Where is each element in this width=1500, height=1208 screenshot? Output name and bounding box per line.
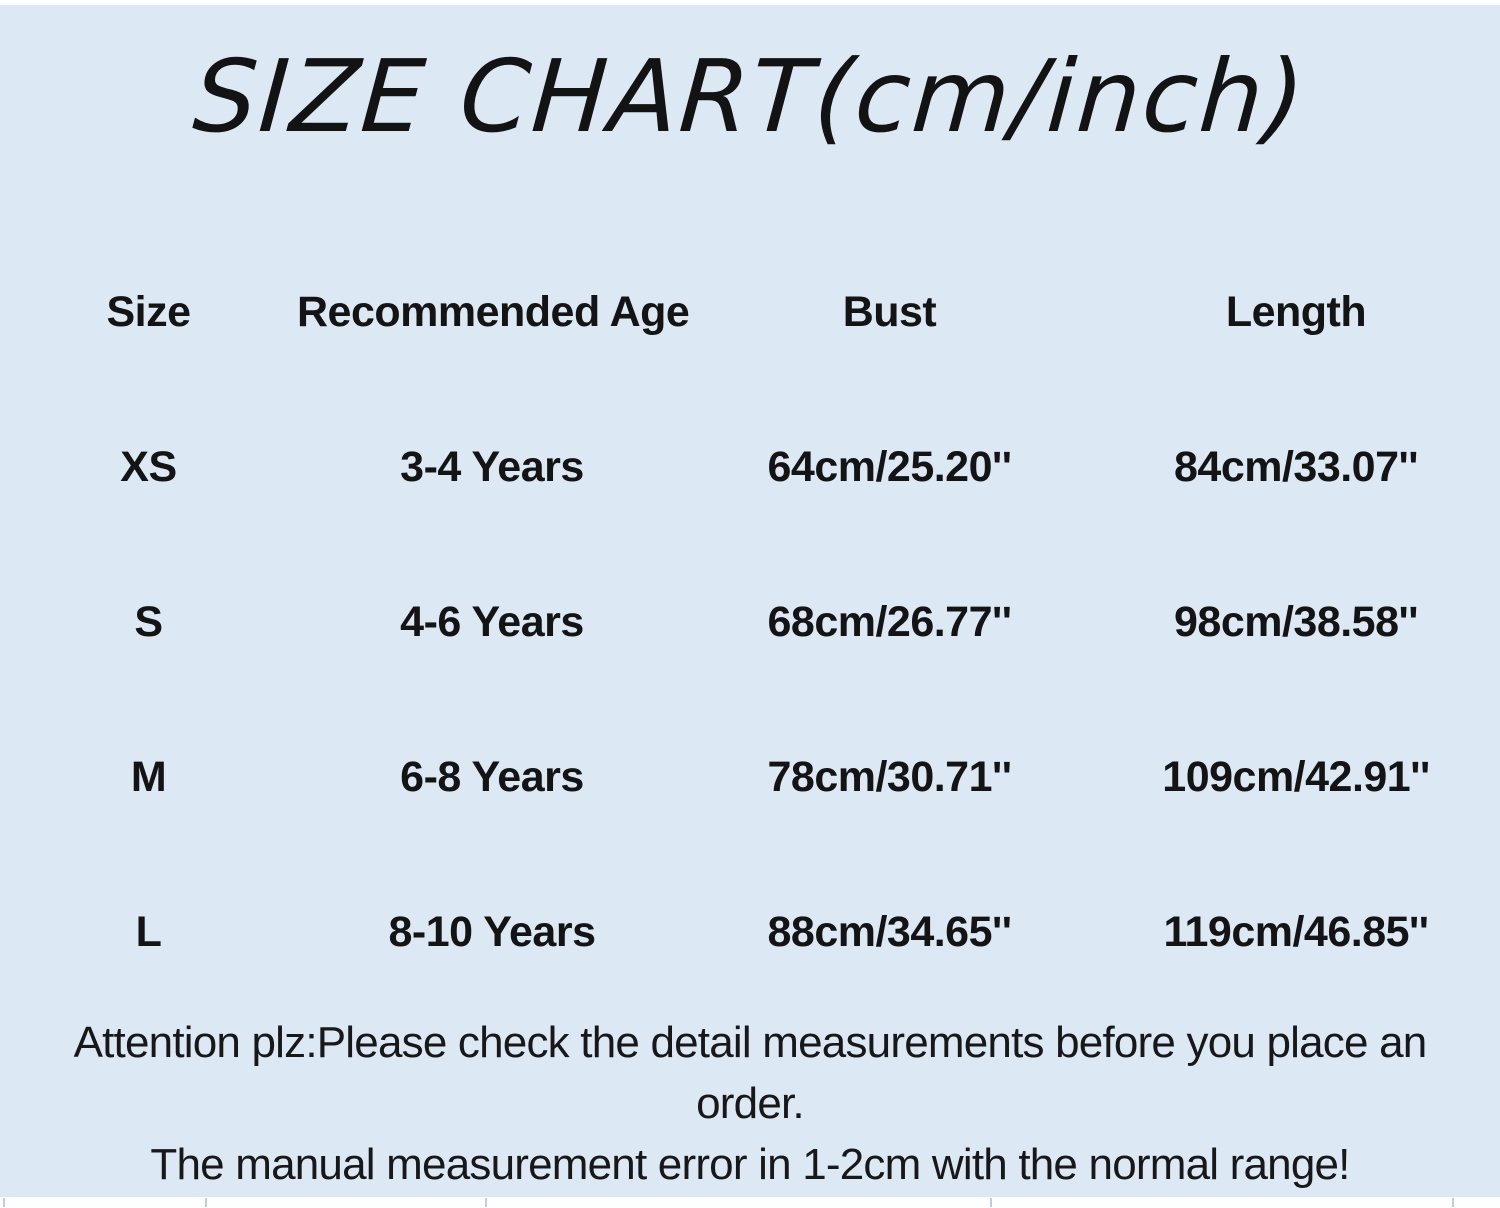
table-row: S 4-6 Years 68cm/26.77'' 98cm/38.58'' — [0, 545, 1500, 700]
cell-bust: 64cm/25.20'' — [767, 443, 1012, 491]
column-header-bust: Bust — [842, 288, 937, 336]
cell-length: 119cm/46.85'' — [1163, 908, 1429, 956]
cell-size: M — [130, 753, 167, 801]
bottom-edge-tick — [990, 1198, 992, 1207]
table-row: L 8-10 Years 88cm/34.65'' 119cm/46.85'' — [0, 855, 1500, 1010]
column-header-size: Size — [106, 288, 191, 336]
page-title: SIZE CHART(cm/inch) — [189, 38, 1311, 155]
cell-size: L — [135, 908, 162, 956]
cell-age: 8-10 Years — [388, 908, 596, 956]
cell-length: 98cm/38.58'' — [1173, 598, 1418, 646]
bottom-edge-tick — [3, 1198, 5, 1207]
attention-note: Attention plz:Please check the detail me… — [0, 1012, 1500, 1195]
note-line-3: The manual measurement error in 1-2cm wi… — [150, 1140, 1350, 1189]
bottom-edge-tick — [205, 1198, 207, 1207]
column-header-length: Length — [1225, 288, 1367, 336]
cell-age: 3-4 Years — [400, 443, 584, 491]
cell-age: 6-8 Years — [400, 753, 584, 801]
cell-age: 4-6 Years — [400, 598, 584, 646]
table-header-row: Size Recommended Age Bust Length — [0, 235, 1500, 390]
bottom-edge-strip — [0, 1197, 1500, 1208]
cell-length: 84cm/33.07'' — [1173, 443, 1418, 491]
cell-bust: 78cm/30.71'' — [767, 753, 1012, 801]
cell-size: S — [134, 598, 163, 646]
table-row: XS 3-4 Years 64cm/25.20'' 84cm/33.07'' — [0, 390, 1500, 545]
top-edge-strip — [0, 0, 1500, 5]
bottom-edge-tick — [485, 1198, 487, 1207]
note-line-2: order. — [696, 1079, 805, 1128]
cell-length: 109cm/42.91'' — [1162, 753, 1430, 801]
cell-size: XS — [120, 443, 177, 491]
cell-bust: 88cm/34.65'' — [767, 908, 1012, 956]
bottom-edge-tick — [1452, 1198, 1454, 1207]
column-header-age: Recommended Age — [296, 288, 690, 336]
size-table: Size Recommended Age Bust Length XS 3-4 … — [0, 235, 1500, 1010]
cell-bust: 68cm/26.77'' — [767, 598, 1012, 646]
table-row: M 6-8 Years 78cm/30.71'' 109cm/42.91'' — [0, 700, 1500, 855]
note-line-1: Attention plz:Please check the detail me… — [73, 1018, 1428, 1067]
